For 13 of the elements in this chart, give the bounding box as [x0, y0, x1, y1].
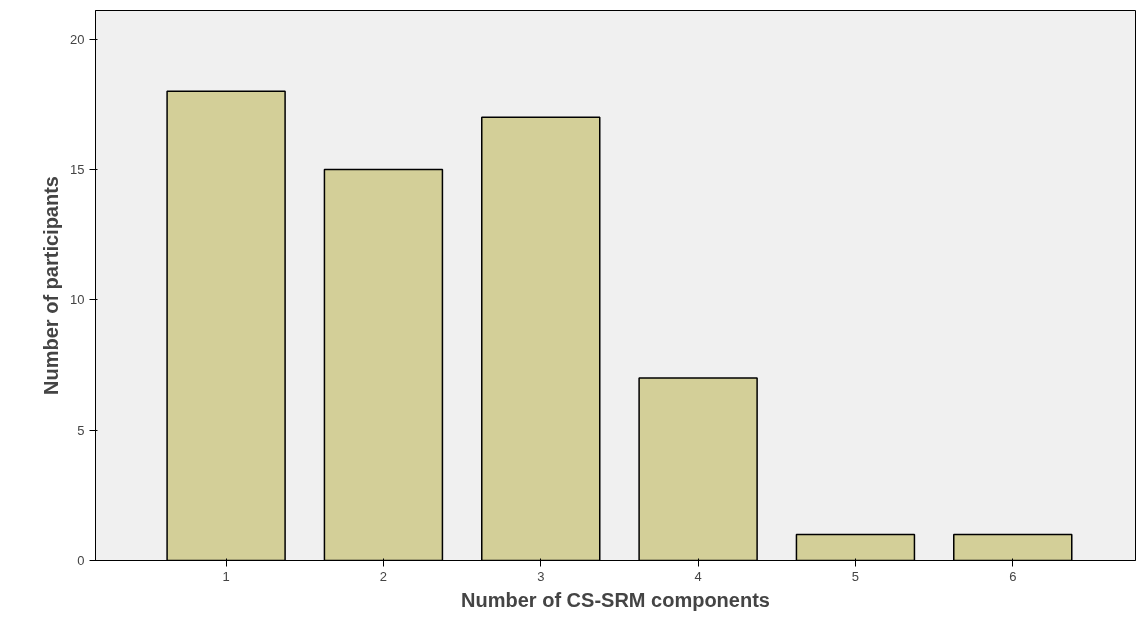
- x-axis-title: Number of CS-SRM components: [461, 588, 770, 611]
- y-axis-title: Number of participants: [40, 176, 63, 395]
- y-tick-label: 0: [77, 553, 85, 568]
- y-tick-label: 5: [77, 422, 85, 438]
- x-tick-label: 3: [537, 568, 545, 584]
- x-tick-label: 6: [1009, 568, 1017, 584]
- x-tick-label: 4: [694, 568, 702, 584]
- x-tick-label: 2: [379, 568, 388, 584]
- x-tick-label: 1: [222, 568, 230, 584]
- x-tick-label: 5: [851, 568, 860, 584]
- y-tick-label: 15: [70, 162, 85, 177]
- y-tick-label: 10: [70, 292, 85, 308]
- y-tick-label: 20: [70, 31, 85, 47]
